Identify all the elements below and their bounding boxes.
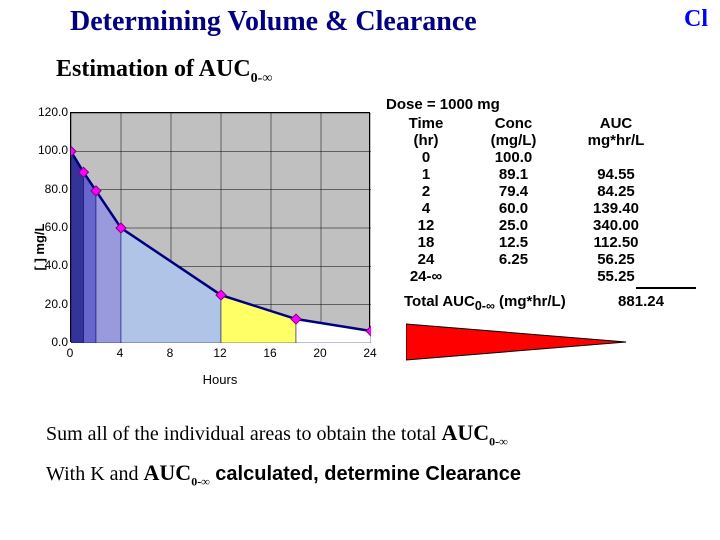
subtitle: Estimation of AUC0-∞ <box>56 56 272 87</box>
y-tick: 60.0 <box>28 220 68 234</box>
cell-auc: 84.25 <box>561 183 671 200</box>
cell-time: 1 <box>386 166 466 183</box>
cell-time: 12 <box>386 217 466 234</box>
hdr-time-u: (hr) <box>386 132 466 149</box>
total-label: Total AUC0-∞ (mg*hr/L) <box>386 293 586 313</box>
table-row: 246.2556.25 <box>386 251 706 268</box>
subtitle-text: Estimation of AUC <box>56 56 251 82</box>
cell-conc: 25.0 <box>466 217 561 234</box>
hdr-auc-u: mg*hr/L <box>561 132 671 149</box>
page-title: Determining Volume & Clearance <box>70 6 477 38</box>
y-tick: 80.0 <box>28 182 68 196</box>
table-row: 1225.0340.00 <box>386 217 706 234</box>
data-table: Dose = 1000 mg Time Conc AUC (hr) (mg/L)… <box>386 96 706 313</box>
y-tick: 100.0 <box>28 143 68 157</box>
footer-line-2: With K and AUC0-∞ calculated, determine … <box>46 460 521 489</box>
table-row: 24-∞ 55.25 <box>386 268 706 285</box>
table-row: 460.0139.40 <box>386 200 706 217</box>
f1-auc: AUC0-∞ <box>441 420 507 445</box>
header-row-1: Time Conc AUC <box>386 115 706 132</box>
y-tick: 0.0 <box>28 335 68 349</box>
x-tick: 16 <box>263 346 276 360</box>
total-pre: Total AUC <box>404 293 475 310</box>
y-tick: 120.0 <box>28 105 68 119</box>
cell-auc: 112.50 <box>561 234 671 251</box>
cell-conc: 60.0 <box>466 200 561 217</box>
x-tick: 4 <box>117 346 124 360</box>
cell-auc: 94.55 <box>561 166 671 183</box>
total-post: (mg*hr/L) <box>495 293 566 310</box>
f2-post: calculated, determine Clearance <box>210 463 521 485</box>
hdr-time: Time <box>386 115 466 132</box>
hdr-conc-u: (mg/L) <box>466 132 561 149</box>
cell-auc: 340.00 <box>561 217 671 234</box>
cell-time: 24-∞ <box>386 268 466 285</box>
cell-conc: 6.25 <box>466 251 561 268</box>
table-row: 0100.0 <box>386 149 706 166</box>
x-tick: 12 <box>213 346 226 360</box>
total-row: Total AUC0-∞ (mg*hr/L) 881.24 <box>386 293 706 313</box>
total-divider <box>636 287 696 289</box>
cell-conc: 89.1 <box>466 166 561 183</box>
x-tick: 8 <box>167 346 174 360</box>
cell-time: 2 <box>386 183 466 200</box>
x-tick: 0 <box>67 346 74 360</box>
cell-auc: 56.25 <box>561 251 671 268</box>
cell-time: 18 <box>386 234 466 251</box>
table-row: 1812.5112.50 <box>386 234 706 251</box>
x-tick: 20 <box>313 346 326 360</box>
red-wedge-icon <box>406 322 636 362</box>
f2-auc: AUC0-∞ <box>144 460 210 485</box>
hdr-auc: AUC <box>561 115 671 132</box>
cell-conc: 12.5 <box>466 234 561 251</box>
cell-conc: 79.4 <box>466 183 561 200</box>
cl-label: Cl <box>684 6 708 33</box>
footer-line-1: Sum all of the individual areas to obtai… <box>46 420 508 449</box>
hdr-conc: Conc <box>466 115 561 132</box>
subtitle-sub: 0-∞ <box>251 71 273 86</box>
table-row: 279.484.25 <box>386 183 706 200</box>
x-axis-label: Hours <box>70 372 370 387</box>
table-row: 189.194.55 <box>386 166 706 183</box>
total-value: 881.24 <box>586 293 696 310</box>
x-tick: 24 <box>363 346 376 360</box>
header-row-2: (hr) (mg/L) mg*hr/L <box>386 132 706 149</box>
total-sub: 0-∞ <box>475 299 495 313</box>
cell-auc: 55.25 <box>561 268 671 285</box>
cell-conc <box>466 268 561 285</box>
y-tick: 40.0 <box>28 258 68 272</box>
chart: [ ] mg/L Hours 0.020.040.060.080.0100.01… <box>20 102 380 392</box>
f1-text: Sum all of the individual areas to obtai… <box>46 423 441 445</box>
y-tick: 20.0 <box>28 297 68 311</box>
f2-pre: With K and <box>46 463 144 485</box>
dose-line: Dose = 1000 mg <box>386 96 706 113</box>
cell-time: 24 <box>386 251 466 268</box>
plot-area <box>70 112 370 342</box>
cell-auc: 139.40 <box>561 200 671 217</box>
cell-time: 4 <box>386 200 466 217</box>
cell-conc: 100.0 <box>466 149 561 166</box>
cell-auc <box>561 149 671 166</box>
cell-time: 0 <box>386 149 466 166</box>
